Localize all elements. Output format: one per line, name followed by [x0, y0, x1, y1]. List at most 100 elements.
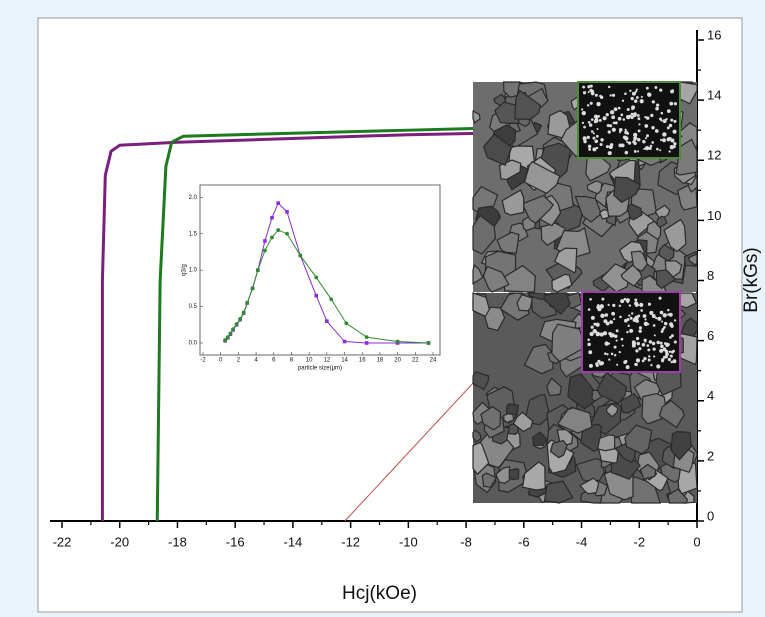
grain: [620, 264, 643, 287]
point: [263, 239, 267, 243]
particle: [587, 342, 591, 347]
particle: [633, 99, 638, 103]
particle: [626, 108, 630, 112]
particle: [590, 91, 595, 96]
y-tick-label: 2.0: [189, 195, 198, 201]
x-axis-title: particle size(μm): [298, 366, 342, 372]
particle: [644, 145, 650, 151]
particle: [587, 90, 590, 94]
particle: [665, 352, 669, 357]
grain: [546, 377, 563, 397]
particle: [629, 114, 632, 118]
particle: [607, 303, 610, 306]
particle: [582, 91, 587, 95]
particle: [634, 303, 639, 307]
grain: [663, 218, 687, 253]
particle: [607, 151, 612, 156]
grain: [540, 222, 567, 247]
particle: [638, 123, 641, 126]
x-tick-label: 6: [272, 358, 276, 364]
particle: [628, 304, 632, 307]
particle: [606, 353, 609, 356]
x-tick-label: 4: [254, 358, 258, 364]
particle: [632, 112, 637, 118]
particle: [620, 337, 624, 341]
grain: [597, 434, 616, 452]
grain: [482, 133, 513, 166]
particle: [586, 104, 590, 107]
particle: [667, 308, 670, 312]
point: [285, 210, 289, 214]
particle: [599, 142, 603, 147]
particle: [590, 315, 595, 320]
grain: [472, 292, 492, 317]
point: [426, 341, 431, 345]
particle: [594, 93, 598, 97]
particle: [604, 352, 607, 355]
particle: [671, 89, 675, 92]
point: [234, 322, 239, 326]
x-tick-label: -22: [53, 534, 72, 549]
particle: [649, 310, 654, 315]
particle: [589, 101, 593, 105]
particle: [616, 363, 619, 366]
particle: [641, 343, 646, 347]
particle: [623, 360, 627, 364]
particle: [651, 141, 654, 144]
grain: [521, 461, 546, 491]
inset-plot: -2 0 2 4 6 8 10 12 14 16 18 20 22 240.00.51.01.52.0pa…: [182, 184, 441, 372]
particle: [623, 297, 627, 301]
particle: [622, 135, 627, 140]
x-tick-label: -12: [341, 534, 360, 549]
grain: [670, 431, 692, 461]
y-tick-label: 12: [707, 148, 721, 163]
particle: [593, 114, 598, 119]
grain: [553, 247, 578, 274]
point: [325, 319, 329, 323]
particle: [658, 296, 662, 300]
x-tick-label: -20: [110, 534, 129, 549]
x-tick-label: 12: [324, 358, 331, 364]
particle: [638, 326, 643, 330]
particle: [673, 340, 677, 344]
particle: [647, 358, 651, 362]
point: [395, 339, 400, 344]
particle: [617, 106, 621, 110]
particle: [651, 126, 655, 130]
particle: [588, 350, 593, 355]
y-tick-label: 10: [707, 208, 721, 223]
particle: [609, 143, 614, 147]
particle: [633, 149, 637, 153]
point: [228, 331, 233, 336]
x-tick-label: 8: [290, 358, 294, 364]
particle: [670, 118, 674, 122]
x-tick-label: -16: [226, 534, 245, 549]
particle: [647, 92, 652, 97]
point: [364, 341, 369, 345]
particle: [638, 329, 642, 333]
particle: [636, 114, 640, 117]
y-tick-label: 6: [707, 328, 714, 343]
particle: [634, 90, 638, 93]
grain: [472, 371, 490, 391]
x-tick-label: -2: [633, 534, 645, 549]
y-tick-label: 16: [707, 27, 721, 42]
x-tick-label: -2: [200, 358, 206, 364]
particle: [611, 311, 616, 316]
particle: [662, 313, 667, 318]
grain: [505, 403, 520, 416]
particle: [673, 319, 677, 322]
x-tick-label: 24: [430, 358, 437, 364]
y-tick-label: 0.0: [189, 341, 198, 347]
particle: [668, 150, 671, 153]
grain: [532, 431, 548, 447]
particle: [640, 309, 643, 312]
x-tick-label: -18: [168, 534, 187, 549]
particle: [667, 357, 672, 362]
particle: [596, 101, 601, 107]
x-tick-label: -6: [518, 534, 530, 549]
grain: [613, 176, 642, 204]
point: [276, 201, 280, 205]
particle: [599, 95, 604, 99]
particle: [592, 136, 596, 140]
